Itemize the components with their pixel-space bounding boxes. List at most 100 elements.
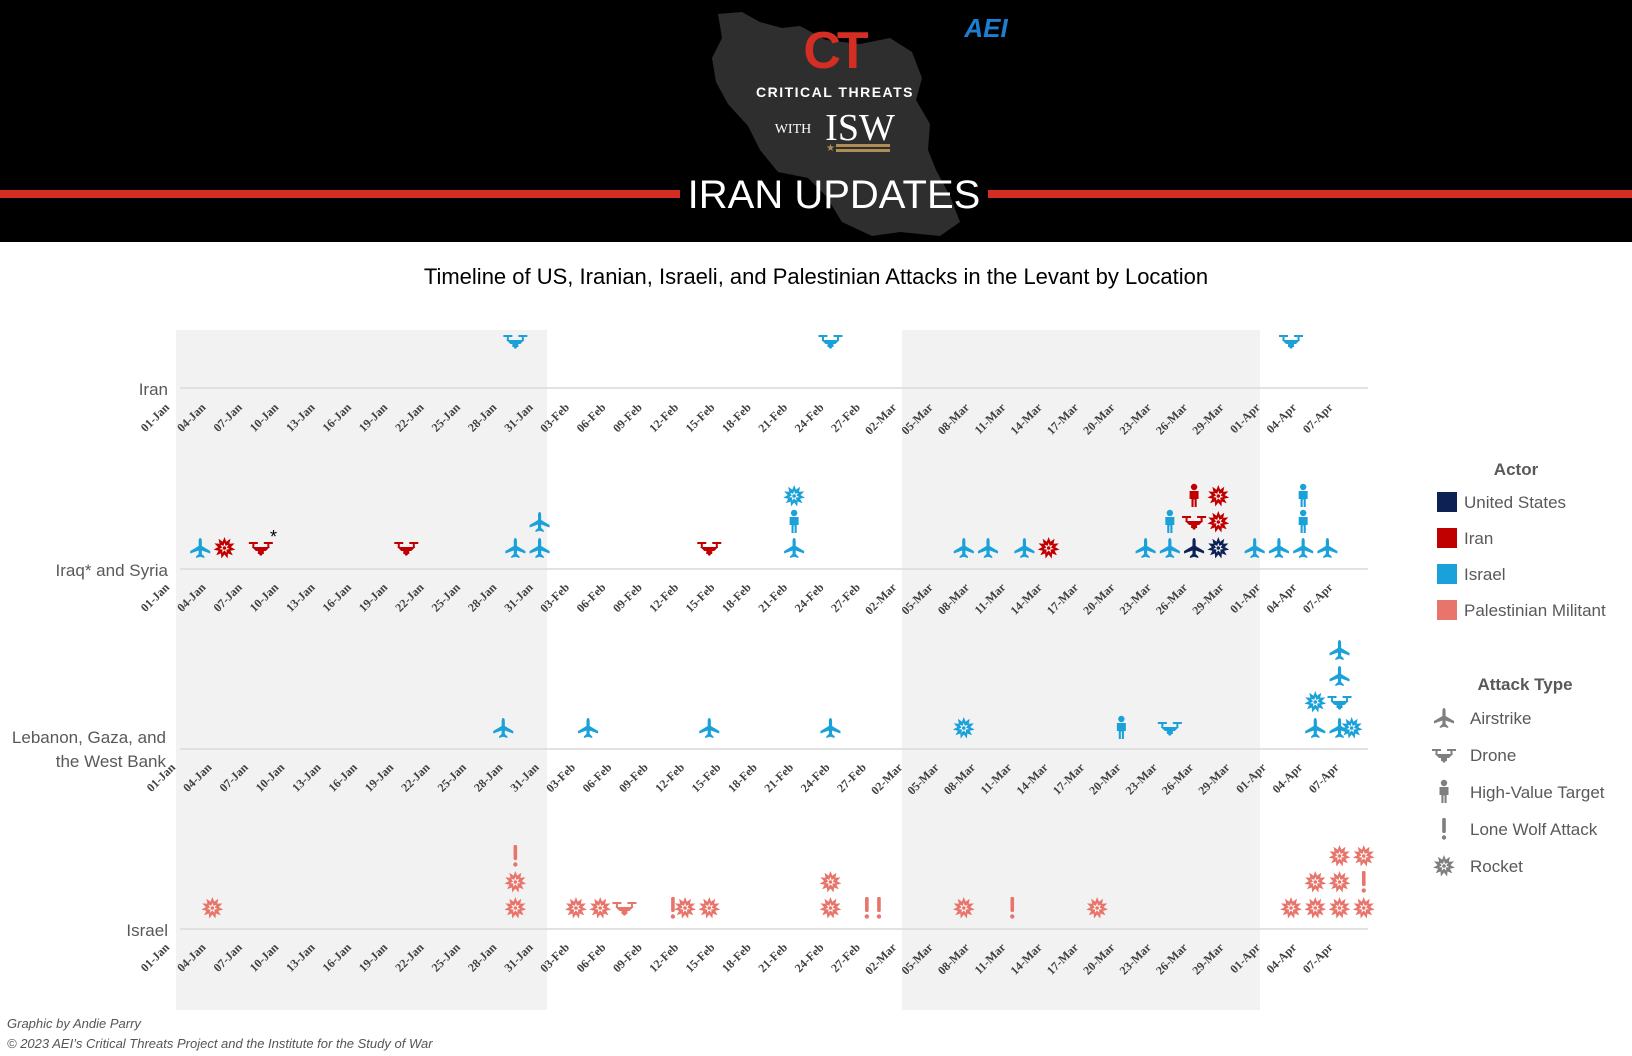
event-rocket-icon xyxy=(1304,897,1327,919)
legend-drone-icon xyxy=(1432,749,1456,763)
x-tick-label: 04-Apr xyxy=(1263,400,1299,436)
event-drone-icon xyxy=(248,542,273,556)
event-airstrike-icon xyxy=(1329,640,1350,660)
event-exclaim-icon xyxy=(513,845,518,867)
event-rocket-icon xyxy=(698,897,721,919)
row-label: Lebanon, Gaza, and xyxy=(12,728,166,747)
chart-title: Timeline of US, Iranian, Israeli, and Pa… xyxy=(424,264,1208,289)
event-rocket-icon xyxy=(1207,537,1230,559)
x-tick-label: 24-Feb xyxy=(792,940,827,975)
ct-logo: CT xyxy=(803,22,869,80)
footer-copyright: © 2023 AEI’s Critical Threats Project an… xyxy=(7,1036,433,1051)
legend-actor-label: Israel xyxy=(1464,565,1506,584)
x-tick-label: 07-Apr xyxy=(1306,760,1342,796)
row-label: Iraq* and Syria xyxy=(56,561,169,580)
x-tick-label: 07-Apr xyxy=(1300,940,1336,976)
legend-attack-label: Lone Wolf Attack xyxy=(1470,820,1598,839)
event-drone-icon xyxy=(612,902,637,916)
row-label: the West Bank xyxy=(56,752,167,771)
isw-logo: ISW xyxy=(825,107,895,149)
event-rocket-icon xyxy=(1037,537,1060,559)
event-rocket-icon xyxy=(565,897,587,919)
header-graphic: CT CRITICAL THREATS WITH ISW ★ AEI IRAN … xyxy=(0,12,1632,236)
event-airstrike-icon xyxy=(784,538,805,558)
event-rocket-icon xyxy=(1207,485,1230,507)
event-rocket-icon xyxy=(952,717,975,739)
event-airstrike-icon xyxy=(1329,666,1350,686)
event-airstrike-icon xyxy=(978,538,999,558)
event-airstrike-icon xyxy=(953,538,974,558)
banner-title: IRAN UPDATES xyxy=(688,173,981,217)
shade-january xyxy=(176,330,547,1010)
event-airstrike-icon xyxy=(1159,538,1180,558)
event-airstrike-icon xyxy=(1329,718,1350,738)
x-tick-label: 15-Feb xyxy=(689,760,724,795)
brand-name: CRITICAL THREATS xyxy=(756,84,914,100)
x-tick-label: 06-Feb xyxy=(574,400,609,435)
x-tick-label: 24-Feb xyxy=(792,580,827,615)
x-tick-label: 03-Feb xyxy=(543,760,578,795)
isw-star-icon: ★ xyxy=(826,143,835,154)
x-tick-label: 27-Feb xyxy=(834,760,869,795)
x-tick-label: 24-Feb xyxy=(798,760,833,795)
event-rocket-icon xyxy=(1352,897,1375,919)
x-tick-label: 04-Apr xyxy=(1269,760,1305,796)
x-tick-label: 27-Feb xyxy=(828,400,863,435)
legend-rocket-icon xyxy=(1433,855,1455,877)
x-tick-label: 09-Feb xyxy=(610,940,645,975)
event-rocket-icon xyxy=(674,897,696,919)
event-rocket-icon xyxy=(1340,717,1363,739)
event-rocket-icon xyxy=(1086,897,1109,919)
x-tick-label: 27-Feb xyxy=(828,580,863,615)
event-person-icon xyxy=(1298,483,1308,507)
x-tick-label: 09-Feb xyxy=(610,580,645,615)
x-tick-label: 06-Feb xyxy=(580,760,615,795)
event-exclaim-icon xyxy=(876,897,882,919)
iraq-footnote-asterisk: * xyxy=(270,527,277,547)
x-tick-label: 04-Apr xyxy=(1263,940,1299,976)
event-rocket-icon xyxy=(1304,871,1327,893)
x-tick-label: 21-Feb xyxy=(755,940,790,975)
x-tick-label: 09-Feb xyxy=(610,400,645,435)
event-drone-icon xyxy=(1327,696,1352,710)
event-person-icon xyxy=(1116,715,1126,739)
x-tick-label: 02-Mar xyxy=(868,760,906,798)
event-rocket-icon xyxy=(589,897,612,919)
legend-actor-label: Iran xyxy=(1464,529,1493,548)
brand-with: WITH xyxy=(775,122,812,137)
event-exclaim-icon xyxy=(670,897,676,919)
x-tick-label: 18-Feb xyxy=(719,940,754,975)
legend-actor-swatch xyxy=(1437,492,1457,512)
x-tick-label: 18-Feb xyxy=(719,580,754,615)
event-drone-icon xyxy=(1182,516,1207,530)
event-rocket-icon xyxy=(783,485,806,507)
event-drone-icon xyxy=(697,542,722,556)
x-tick-label: 18-Feb xyxy=(719,400,754,435)
x-tick-label: 02-Mar xyxy=(862,940,900,978)
legend-attack-label: Rocket xyxy=(1470,857,1523,876)
event-drone-icon xyxy=(1279,335,1304,349)
legend-actor-title: Actor xyxy=(1494,460,1539,479)
x-tick-label: 04-Apr xyxy=(1263,580,1299,616)
isw-stripe-1 xyxy=(836,144,890,147)
legend-actor-label: Palestinian Militant xyxy=(1464,601,1606,620)
row-label: Iran xyxy=(139,380,168,399)
event-airstrike-icon xyxy=(578,718,599,738)
event-rocket-icon xyxy=(819,871,842,893)
legend-attack-label: High-Value Target xyxy=(1470,783,1605,802)
month-shading xyxy=(176,330,1260,1010)
event-rocket-icon xyxy=(952,897,975,919)
event-airstrike-icon xyxy=(1244,538,1265,558)
event-airstrike-icon xyxy=(1268,538,1289,558)
legend-airstrike-icon xyxy=(1434,708,1454,728)
banner-bar-right xyxy=(988,190,1632,198)
event-rocket-icon xyxy=(1352,845,1375,867)
x-tick-label: 21-Feb xyxy=(761,760,796,795)
x-tick-label: 24-Feb xyxy=(792,400,827,435)
legend-actor-label: United States xyxy=(1464,493,1566,512)
x-tick-label: 06-Feb xyxy=(574,580,609,615)
event-drone-icon xyxy=(394,542,419,556)
x-tick-label: 01-Jan xyxy=(138,940,173,975)
legend-attack-label: Airstrike xyxy=(1470,709,1531,728)
